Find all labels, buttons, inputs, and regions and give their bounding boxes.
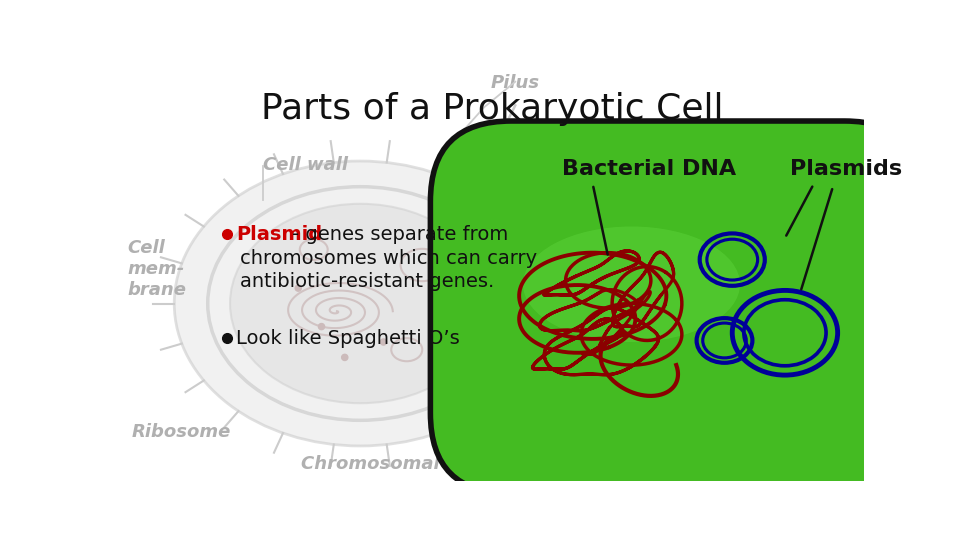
Text: Bacterial DNA: Bacterial DNA [562,159,736,179]
Ellipse shape [175,161,546,446]
Text: Cell wall: Cell wall [263,156,348,174]
Text: antibiotic-resistant genes.: antibiotic-resistant genes. [240,273,494,292]
Text: chromosomes which can carry: chromosomes which can carry [240,249,538,268]
Text: Plasmids: Plasmids [790,159,902,179]
Text: - genes separate from: - genes separate from [292,225,508,244]
Circle shape [295,285,301,291]
Text: Flagellum: Flagellum [756,402,856,420]
Text: Pilus: Pilus [491,74,540,92]
Circle shape [342,354,348,361]
Text: Cell
mem-
brane: Cell mem- brane [128,239,187,299]
Text: Chromosomal DNA: Chromosomal DNA [300,455,490,473]
Circle shape [380,339,387,345]
Ellipse shape [230,204,491,403]
Text: Ribosome: Ribosome [132,423,231,441]
Ellipse shape [523,226,740,342]
Text: Plasmid: Plasmid [236,225,323,244]
Text: Look like Spaghetti O’s: Look like Spaghetti O’s [236,329,460,348]
Circle shape [319,323,324,330]
FancyBboxPatch shape [430,121,925,494]
Text: Parts of a Prokaryotic Cell: Parts of a Prokaryotic Cell [261,92,723,126]
